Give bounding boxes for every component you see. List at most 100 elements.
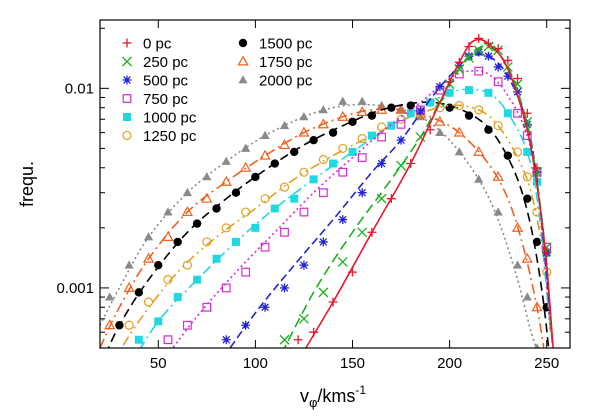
- marker-shape: [299, 167, 309, 177]
- marker-shape: [279, 120, 290, 130]
- marker-shape: [279, 334, 290, 345]
- data-point: [241, 143, 251, 152]
- marker-shape: [492, 170, 504, 181]
- data-point: [123, 281, 135, 292]
- data-point: [299, 207, 309, 217]
- data-point: [513, 108, 522, 118]
- data-point: [522, 292, 532, 301]
- marker-shape: [115, 321, 124, 330]
- marker-shape: [240, 161, 252, 172]
- marker-shape: [386, 194, 396, 204]
- marker-shape: [484, 125, 493, 134]
- legend-marker: [238, 75, 248, 84]
- data-point: [493, 62, 503, 72]
- marker-shape: [348, 117, 357, 126]
- marker-shape: [541, 242, 552, 253]
- data-point: [317, 118, 329, 129]
- marker-shape: [532, 163, 542, 173]
- data-point: [493, 77, 503, 87]
- data-point: [474, 174, 484, 183]
- data-point: [522, 172, 532, 182]
- series-2000-pc: [100, 96, 540, 348]
- data-point: [396, 114, 406, 124]
- data-point: [357, 153, 367, 162]
- data-point: [202, 302, 212, 312]
- marker-shape: [318, 287, 329, 298]
- marker-shape: [356, 106, 368, 117]
- marker-shape: [193, 275, 202, 284]
- data-point: [182, 320, 192, 330]
- legend-item: 1500 pc: [238, 36, 313, 53]
- legend-marker: [237, 55, 249, 66]
- marker-shape: [259, 149, 271, 160]
- marker-shape: [434, 115, 446, 126]
- marker-shape: [220, 175, 232, 186]
- marker-shape: [454, 64, 465, 74]
- x-axis-title-unit: /kms: [317, 386, 355, 406]
- legend-label: 250 pc: [143, 54, 189, 71]
- marker-shape: [357, 227, 368, 238]
- marker-shape: [453, 126, 465, 137]
- data-point: [522, 108, 532, 118]
- marker-shape: [542, 248, 552, 258]
- legend-item: 750 pc: [122, 91, 189, 108]
- marker-shape: [329, 159, 338, 168]
- data-point: [163, 335, 173, 345]
- marker-shape: [221, 283, 231, 293]
- marker-shape: [280, 227, 289, 237]
- marker-shape: [105, 292, 115, 301]
- marker-shape: [182, 187, 192, 197]
- marker-shape: [298, 313, 309, 324]
- marker-shape: [465, 86, 474, 95]
- data-point: [534, 343, 540, 348]
- marker-shape: [280, 283, 290, 293]
- data-point: [338, 96, 348, 105]
- x-tick-label: 200: [437, 355, 462, 372]
- marker-shape: [299, 207, 309, 217]
- marker-shape: [290, 194, 299, 203]
- legend-item: 250 pc: [122, 54, 189, 71]
- marker-shape: [415, 132, 426, 143]
- marker-shape: [241, 207, 251, 217]
- data-point: [202, 172, 212, 181]
- data-point: [387, 121, 396, 130]
- data-point: [387, 103, 396, 112]
- data-point: [318, 154, 328, 165]
- marker-shape: [134, 335, 143, 344]
- data-point: [163, 207, 173, 216]
- marker-shape: [347, 267, 357, 277]
- y-tick-label: 0.01: [65, 80, 94, 97]
- marker-shape: [278, 138, 291, 150]
- x-tick-label: 50: [150, 355, 167, 372]
- marker-shape: [122, 130, 132, 141]
- legend-marker: [123, 113, 131, 121]
- marker-shape: [396, 135, 406, 145]
- marker-shape: [338, 215, 348, 225]
- data-point: [251, 172, 260, 182]
- marker-shape: [377, 122, 387, 132]
- x-tick-label: 150: [340, 355, 365, 372]
- marker-shape: [426, 98, 435, 107]
- data-point: [280, 227, 289, 237]
- marker-shape: [445, 77, 455, 87]
- marker-shape: [406, 159, 416, 169]
- marker-shape: [367, 131, 376, 140]
- marker-shape: [483, 51, 493, 61]
- data-point: [338, 215, 348, 225]
- marker-shape: [122, 56, 132, 67]
- data-point: [454, 147, 464, 156]
- data-point: [309, 135, 318, 145]
- data-point: [221, 335, 231, 345]
- marker-shape: [309, 175, 318, 184]
- marker-shape: [531, 301, 543, 312]
- data-point: [220, 175, 232, 186]
- data-point: [299, 167, 309, 177]
- data-point: [328, 128, 338, 137]
- legend-label: 0 pc: [143, 36, 172, 53]
- legend-item: 1000 pc: [123, 110, 197, 127]
- marker-shape: [396, 114, 406, 124]
- marker-shape: [493, 207, 503, 216]
- marker-shape: [124, 260, 134, 269]
- marker-shape: [338, 96, 348, 105]
- marker-shape: [143, 232, 154, 241]
